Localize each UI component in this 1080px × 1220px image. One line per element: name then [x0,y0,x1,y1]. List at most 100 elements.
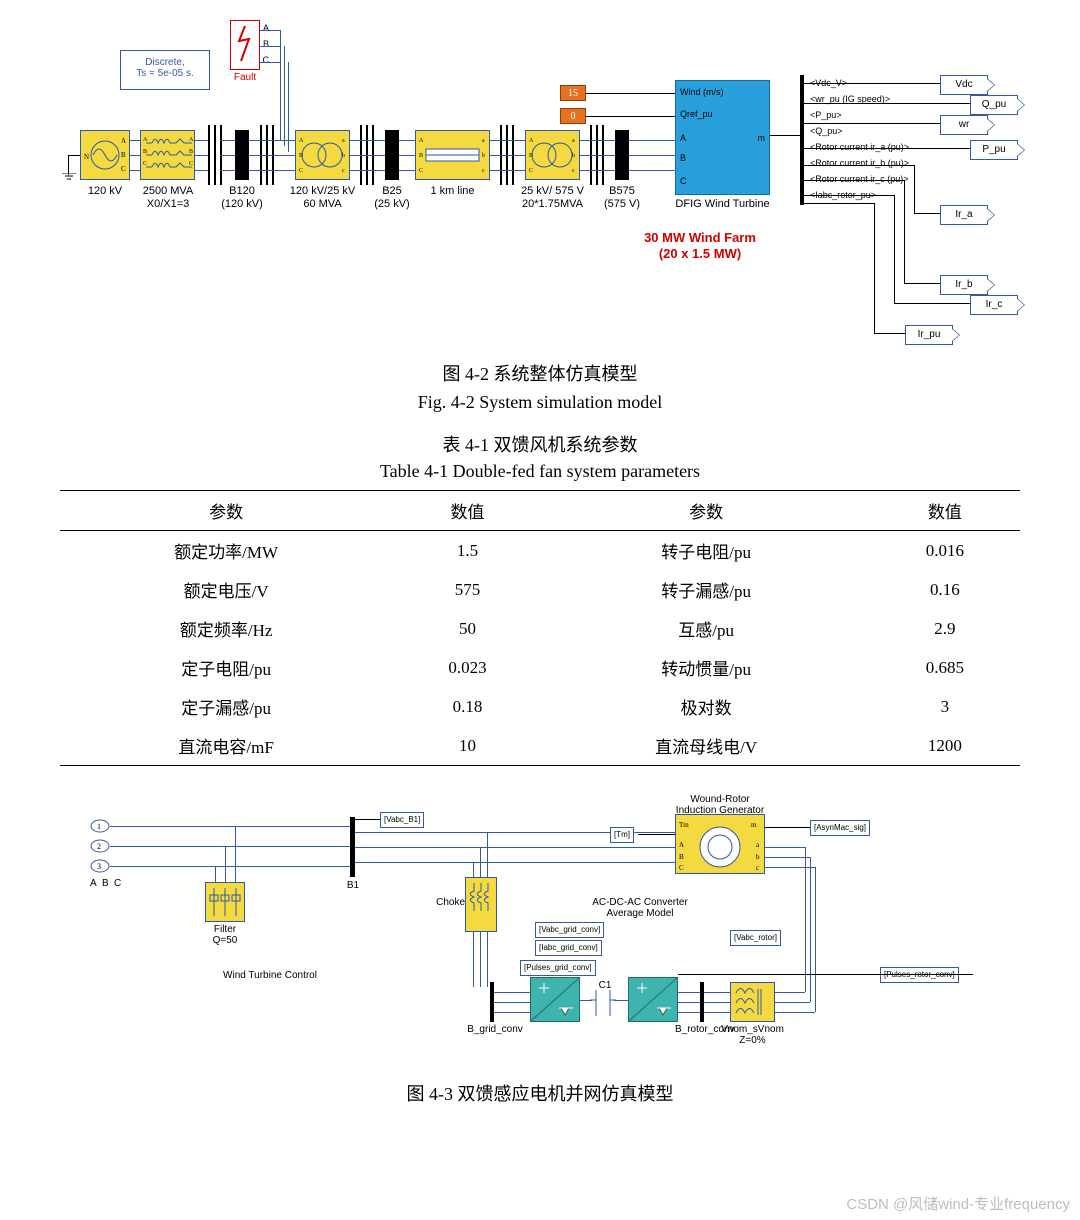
filter-block [205,882,245,922]
svg-text:A: A [121,137,126,145]
demux-out-5: <Rotor current ir_b (pu)> [810,158,930,168]
table-title-en: Table 4-1 Double-fed fan system paramete… [60,461,1020,482]
table-header-row: 参数 数值 参数 数值 [60,491,1020,531]
scope-irb: Ir_b [940,275,988,295]
transformer-25-575: Aa Bb Cc [525,130,580,180]
chain-label-7b: (575 V) [602,198,642,210]
svg-text:B: B [679,853,684,861]
chain-label-3b: 60 MVA [285,198,360,210]
chain-label-2a: B120 [220,185,264,197]
impedance-block: AA BB CC [140,130,195,180]
demux-out-2: <P_pu> [810,110,920,120]
svg-text:C: C [143,161,147,167]
table-cell: 10 [392,726,542,766]
scope-wr: wr [940,115,988,135]
fault-port-c: C [263,55,270,65]
svg-text:C: C [299,168,303,174]
svg-text:c: c [572,168,575,174]
table-title-cn: 表 4-1 双馈风机系统参数 [60,431,1020,457]
chain-label-6b: 20*1.75MVA [515,198,590,210]
source-block: ABCN [80,130,130,180]
parameter-table: 参数 数值 参数 数值 额定功率/MW1.5转子电阻/pu0.016额定电压/V… [60,490,1020,766]
table-cell: 0.685 [870,648,1020,687]
svg-text:Tm: Tm [679,821,689,829]
line-1km: Aa Bb Cc [415,130,490,180]
demux-out-3: <Q_pu> [810,126,920,136]
vabc-rotor-tag: [Vabc_rotor] [730,930,781,946]
table-cell: 定子电阻/pu [60,648,392,687]
svg-text:A: A [143,137,148,143]
rotor-converter [628,977,678,1022]
svg-text:B: B [143,149,147,155]
svg-text:C: C [121,165,126,173]
filter-label: Filter Q=50 [195,924,255,946]
table-row: 直流电容/mF10直流母线电/V1200 [60,726,1020,766]
svg-text:b: b [572,153,575,159]
svg-text:b: b [342,153,345,159]
table-cell: 直流电容/mF [60,726,392,766]
th-1: 数值 [392,491,542,531]
fault-block: A B C [230,20,260,70]
table-cell: 0.023 [392,648,542,687]
svg-text:2: 2 [97,842,101,851]
dfig-in-a: A [680,133,686,143]
port-c-label: C [114,878,121,889]
chain-label-4b: (25 kV) [372,198,412,210]
table-cell: 定子漏感/pu [60,687,392,726]
wind-farm-text-2: (20 x 1.5 MW) [620,246,780,261]
b25-bus [385,130,399,180]
table-cell: 极对数 [543,687,870,726]
chain-label-1b: X0/X1=3 [138,198,198,210]
svg-text:a: a [342,138,345,144]
pulses-rotor-tag: [Pulses_rotor_conv] [880,967,959,983]
svg-text:c: c [342,168,345,174]
table-row: 定子漏感/pu0.18极对数3 [60,687,1020,726]
th-2: 参数 [543,491,870,531]
table-row: 额定功率/MW1.5转子电阻/pu0.016 [60,531,1020,571]
fig1-caption-cn: 图 4-2 系统整体仿真模型 [60,360,1020,386]
table-cell: 1.5 [392,531,542,571]
table-cell: 0.18 [392,687,542,726]
conv-label: AC-DC-AC Converter Average Model [570,897,710,919]
svg-text:3: 3 [97,862,101,871]
svg-text:m: m [751,821,757,829]
scope-ppu: P_pu [970,140,1018,160]
vnom-label: Vnom_sVnom Z=0% [720,1024,785,1046]
scope-irpu: Ir_pu [905,325,953,345]
demux-bar [800,75,804,205]
table-cell: 3 [870,687,1020,726]
dfig-in-b: B [680,153,686,163]
scope-qpu: Q_pu [970,95,1018,115]
svg-text:B: B [299,153,303,159]
svg-text:A: A [679,841,684,849]
fault-port-b: B [263,39,269,49]
svg-text:B: B [529,153,533,159]
table-cell: 0.016 [870,531,1020,571]
table-cell: 转子电阻/pu [543,531,870,571]
svg-text:b: b [756,853,760,861]
scope-vdc: Vdc [940,75,988,95]
vabc-grid-tag: [Vabc_grid_conv] [535,922,604,938]
chain-label-7a: B575 [602,185,642,197]
svg-text:A: A [529,138,534,144]
th-0: 参数 [60,491,392,531]
scope-irc: Ir_c [970,295,1018,315]
table-cell: 直流母线电/V [543,726,870,766]
svg-text:b: b [482,153,485,159]
choke-block [465,877,497,932]
chain-label-0: 120 kV [80,185,130,197]
svg-text:C: C [419,168,423,174]
table-cell: 0.16 [870,570,1020,609]
svg-text:c: c [482,168,485,174]
dfig-in-qref: Qref_pu [680,109,713,119]
svg-text:A: A [189,137,194,143]
demux-out-4: <Rotor current ir_a (pu)> [810,142,930,152]
table-cell: 575 [392,570,542,609]
table-cell: 50 [392,609,542,648]
dfig-block: Wind (m/s) Qref_pu A B C m [675,80,770,195]
transformer-120-25: Aa Bb Cc [295,130,350,180]
demux-out-6: <Rotor current ir_c (pu)> [810,174,930,184]
chain-label-1a: 2500 MVA [138,185,198,197]
table-row: 额定频率/Hz50互感/pu2.9 [60,609,1020,648]
vnom-block [730,982,775,1022]
